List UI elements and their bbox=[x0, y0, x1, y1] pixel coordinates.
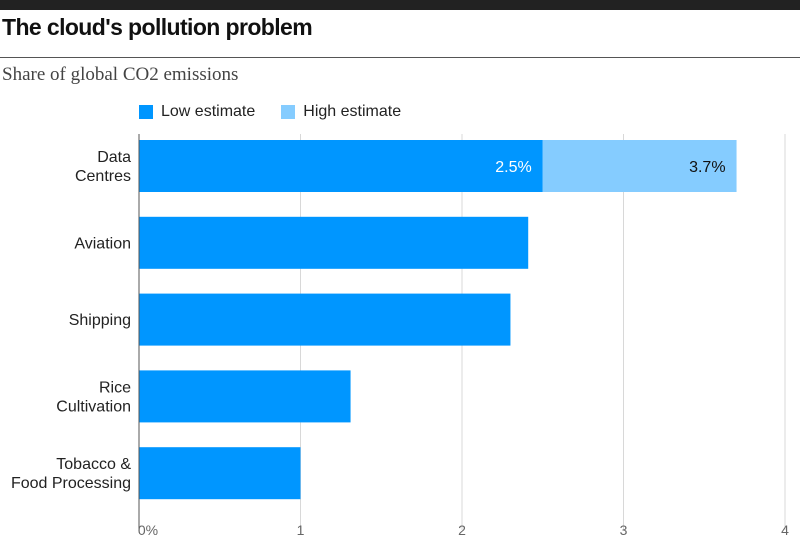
bar-0-1 bbox=[139, 216, 529, 269]
x-tick-label-4: 4 bbox=[781, 522, 789, 538]
chart-title: The cloud's pollution problem bbox=[2, 14, 313, 40]
legend-label-high: High estimate bbox=[303, 103, 402, 120]
bar-0-3 bbox=[139, 370, 351, 423]
bar-0-0 bbox=[139, 140, 543, 192]
top-rule bbox=[0, 0, 800, 10]
bar-1-0 bbox=[542, 140, 737, 192]
category-label-4-0: Tobacco & bbox=[56, 456, 131, 473]
category-label-3-1: Cultivation bbox=[56, 398, 131, 415]
legend-swatch-high bbox=[281, 105, 296, 119]
category-label-1-0: Aviation bbox=[74, 235, 131, 252]
category-label-3-0: Rice bbox=[99, 379, 131, 396]
chart-subtitle: Share of global CO2 emissions bbox=[2, 64, 239, 85]
category-label-2-0: Shipping bbox=[69, 312, 131, 329]
category-label-0-1: Centres bbox=[75, 168, 131, 185]
bar-0-2 bbox=[139, 293, 511, 346]
x-tick-label-0: 0% bbox=[138, 522, 158, 538]
legend-label-low: Low estimate bbox=[161, 103, 256, 120]
legend-item-low: Low estimate bbox=[139, 103, 255, 121]
data-label-1: 3.7% bbox=[689, 159, 725, 176]
x-tick-label-2: 2 bbox=[458, 522, 466, 538]
category-label-0-0: Data bbox=[97, 149, 131, 166]
legend: Low estimate High estimate bbox=[139, 103, 427, 121]
x-tick-label-3: 3 bbox=[620, 522, 628, 538]
bar-0-4 bbox=[139, 447, 301, 500]
data-label-0: 2.5% bbox=[495, 159, 531, 176]
legend-item-high: High estimate bbox=[281, 103, 401, 121]
title-rule bbox=[0, 57, 800, 58]
category-label-4-1: Food Processing bbox=[11, 475, 131, 492]
x-tick-label-1: 1 bbox=[297, 522, 305, 538]
legend-swatch-low bbox=[139, 105, 153, 119]
